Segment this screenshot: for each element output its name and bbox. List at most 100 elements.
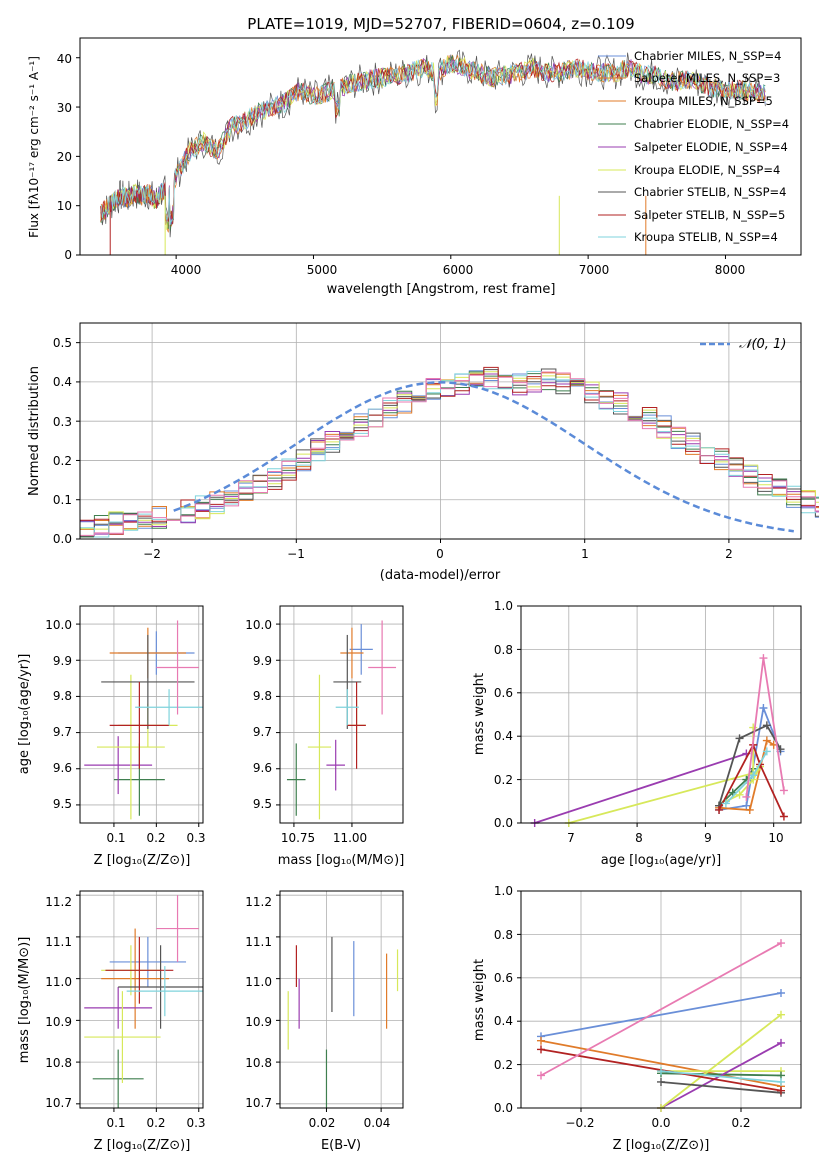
weight-marker bbox=[537, 1045, 545, 1054]
xtick-label: 8 bbox=[635, 831, 643, 845]
weight-series-line bbox=[660, 1081, 782, 1094]
residual-ytick-label: 0.3 bbox=[53, 415, 72, 429]
weight-series-line bbox=[660, 1042, 782, 1109]
ytick-label: 11.1 bbox=[245, 935, 272, 949]
xtick-label: 10.75 bbox=[281, 831, 315, 845]
spectrum-x-ticks: 4000 5000 6000 7000 8000 bbox=[171, 263, 746, 277]
ytick-label: 0.8 bbox=[494, 928, 513, 942]
spectrum-xtick-label: 6000 bbox=[443, 263, 474, 277]
mass-vs-z-frame bbox=[79, 890, 204, 1109]
ytick-label: 0.0 bbox=[494, 816, 513, 830]
spectrum-xlabel: wavelength [Angstrom, rest frame] bbox=[327, 282, 556, 297]
spectrum-panel: PLATE=1019, MJD=52707, FIBERID=0604, z=0… bbox=[27, 15, 802, 297]
weight-marker bbox=[762, 736, 771, 745]
weight-vs-age-frame bbox=[520, 605, 802, 824]
xtick-label: 0.02 bbox=[309, 1116, 336, 1130]
mass-vs-z-xlabel: Z [log₁₀(Z/Z⊙)] bbox=[94, 1138, 191, 1153]
residual-xtick-label: −1 bbox=[287, 547, 305, 561]
ytick-label: 9.9 bbox=[53, 654, 72, 668]
weight-marker bbox=[759, 654, 768, 663]
ytick-label: 10.8 bbox=[45, 1056, 72, 1070]
weight-vs-z-xlabel: Z [log₁₀(Z/Z⊙)] bbox=[613, 1138, 710, 1153]
weight-marker bbox=[777, 1086, 785, 1095]
spectrum-ytick-label: 0 bbox=[64, 248, 72, 262]
normal-curve bbox=[173, 381, 794, 533]
ytick-label: 0.4 bbox=[494, 729, 513, 743]
xtick-label: 0.1 bbox=[106, 1116, 125, 1130]
legend-label: Salpeter ELODIE, N_SSP=4 bbox=[634, 140, 788, 154]
ytick-label: 11.1 bbox=[45, 935, 72, 949]
weight-marker bbox=[777, 1038, 785, 1047]
ytick-label: 10.9 bbox=[45, 1015, 72, 1029]
xtick-label: 9 bbox=[704, 831, 712, 845]
residual-ytick-label: 0.1 bbox=[53, 493, 72, 507]
ytick-label: 9.8 bbox=[53, 689, 72, 703]
weight-series-line bbox=[660, 1070, 782, 1083]
age-vs-mass-plot-area bbox=[276, 606, 403, 827]
xtick-label: 0.2 bbox=[146, 1116, 165, 1130]
weight-vs-z-frame bbox=[520, 890, 802, 1109]
legend-label: Salpeter STELIB, N_SSP=5 bbox=[634, 208, 785, 222]
weight-marker bbox=[777, 1077, 785, 1086]
spectrum-ytick-label: 40 bbox=[57, 52, 72, 66]
ytick-label: 10.7 bbox=[245, 1096, 272, 1110]
weight-marker bbox=[762, 721, 771, 730]
ytick-label: 9.7 bbox=[53, 725, 72, 739]
weight-marker bbox=[721, 799, 730, 808]
ytick-label: 9.6 bbox=[53, 761, 72, 775]
xtick-label: 10 bbox=[768, 831, 783, 845]
age-vs-mass-frame bbox=[279, 605, 404, 824]
residual-xtick-label: −2 bbox=[143, 547, 161, 561]
age-vs-z-xlabel: Z [log₁₀(Z/Z⊙)] bbox=[94, 853, 191, 868]
residual-ytick-label: 0.5 bbox=[53, 336, 72, 350]
weight-series-line bbox=[718, 739, 775, 811]
spectrum-y-ticks: 0 10 20 30 40 bbox=[57, 52, 72, 262]
legend-label: Kroupa ELODIE, N_SSP=4 bbox=[634, 163, 780, 177]
residual-ylabel: Normed distribution bbox=[27, 366, 42, 496]
ytick-label: 10.0 bbox=[245, 618, 272, 632]
mass-vs-z-panel: 0.1 0.2 0.3 10.7 10.8 10.9 11.0 11.1 11.… bbox=[17, 890, 206, 1153]
legend-label: Kroupa MILES, N_SSP=5 bbox=[634, 94, 773, 108]
weight-vs-z-ylabel: mass weight bbox=[472, 959, 487, 1041]
weight-marker bbox=[742, 801, 751, 810]
weight-marker bbox=[779, 812, 788, 821]
spectrum-legend: Chabrier MILES, N_SSP=4 Salpeter MILES, … bbox=[598, 49, 789, 244]
weight-vs-age-xlabel: age [log₁₀(age/yr)] bbox=[601, 853, 722, 868]
ytick-label: 1.0 bbox=[494, 599, 513, 613]
legend-label: Salpeter MILES, N_SSP=3 bbox=[634, 71, 780, 85]
weight-series-line bbox=[540, 942, 782, 1077]
weight-vs-age-plot-area bbox=[517, 605, 801, 827]
weight-marker bbox=[777, 1010, 785, 1019]
spectrum-ytick-label: 30 bbox=[57, 101, 72, 115]
xtick-label: 0.0 bbox=[651, 1116, 670, 1130]
legend-label: Chabrier MILES, N_SSP=4 bbox=[634, 49, 781, 63]
spectrum-xtick-label: 8000 bbox=[715, 263, 746, 277]
ytick-label: 9.7 bbox=[253, 725, 272, 739]
ytick-label: 10.0 bbox=[45, 618, 72, 632]
weight-marker bbox=[759, 703, 768, 712]
residual-ytick-label: 0.4 bbox=[53, 375, 72, 389]
age-vs-z-frame bbox=[79, 605, 204, 824]
ytick-label: 0.6 bbox=[494, 686, 513, 700]
weight-marker bbox=[777, 939, 785, 948]
histogram-series bbox=[80, 366, 819, 535]
weight-vs-age-panel: 7 8 9 10 0.0 0.2 0.4 0.6 0.8 1.0 age [lo… bbox=[472, 599, 802, 868]
age-vs-z-ylabel: age [log₁₀(age/yr)] bbox=[17, 654, 32, 775]
ytick-label: 10.7 bbox=[45, 1096, 72, 1110]
ytick-label: 11.0 bbox=[45, 975, 72, 989]
ytick-label: 0.2 bbox=[494, 773, 513, 787]
weight-series-line bbox=[534, 752, 747, 824]
residual-x-ticks: −2 −1 0 1 2 bbox=[143, 547, 733, 561]
residual-ytick-label: 0.0 bbox=[53, 532, 72, 546]
spectrum-ytick-label: 10 bbox=[57, 199, 72, 213]
ytick-label: 11.0 bbox=[245, 975, 272, 989]
weight-marker bbox=[762, 747, 771, 756]
residual-xtick-label: 0 bbox=[436, 547, 444, 561]
legend-label: Chabrier ELODIE, N_SSP=4 bbox=[634, 117, 789, 131]
legend-label: Chabrier STELIB, N_SSP=4 bbox=[634, 185, 786, 199]
weight-marker bbox=[735, 790, 744, 799]
xtick-label: 0.1 bbox=[106, 831, 125, 845]
weight-series-line bbox=[718, 704, 782, 811]
residual-xtick-label: 2 bbox=[725, 547, 733, 561]
